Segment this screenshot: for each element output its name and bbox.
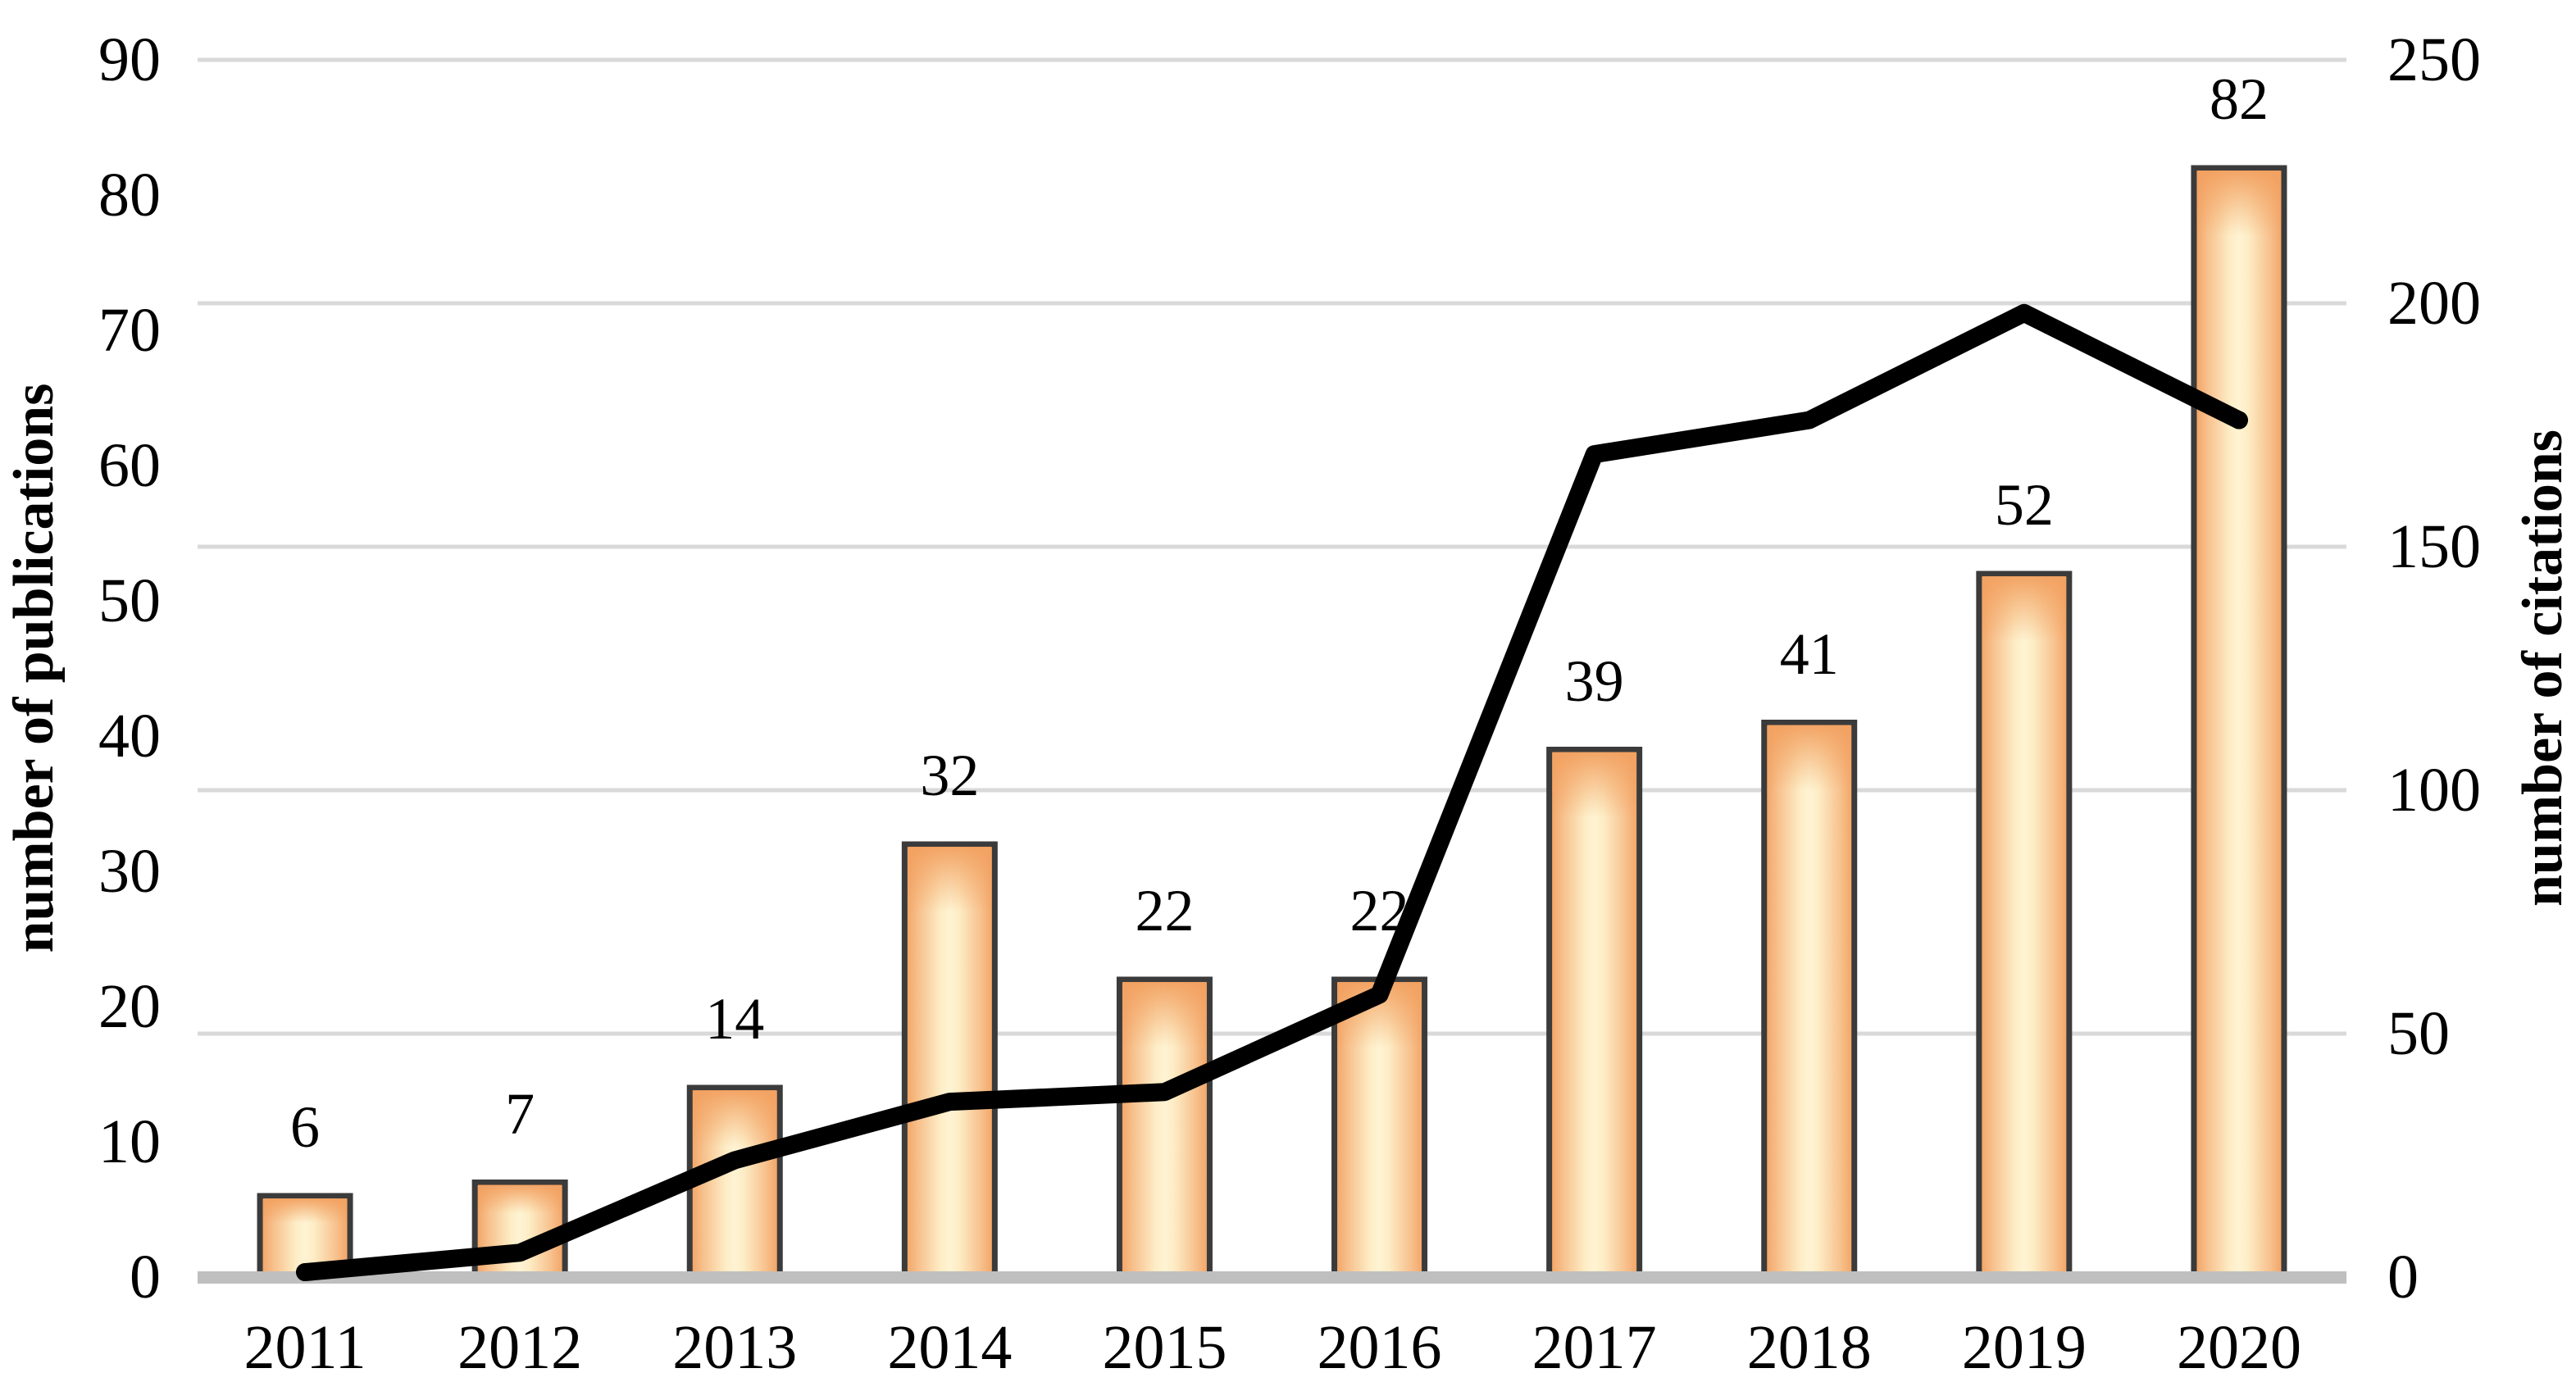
left-axis-tick-80: 80: [98, 161, 161, 230]
x-axis-label-2017: 2017: [1531, 1313, 1657, 1382]
left-axis-tick-10: 10: [98, 1107, 161, 1176]
x-axis-label-2020: 2020: [2176, 1313, 2301, 1382]
left-axis-tick-60: 60: [98, 431, 161, 500]
x-axis-label-2013: 2013: [672, 1313, 798, 1382]
x-axis-label-2016: 2016: [1317, 1313, 1442, 1382]
bar-value-label-2016: 22: [1349, 878, 1409, 943]
left-axis-tick-90: 90: [98, 25, 161, 94]
line-series-layer: [296, 303, 2248, 1282]
right-axis-tick-50: 50: [2387, 999, 2450, 1068]
bar-value-label-2012: 7: [505, 1080, 535, 1147]
left-axis-tick-30: 30: [98, 837, 161, 906]
bar-value-label-2018: 41: [1779, 620, 1839, 687]
x-axis-label-2018: 2018: [1746, 1313, 1872, 1382]
bar-top-shade-2015: [1122, 982, 1207, 1048]
right-axis-tick-250: 250: [2387, 25, 2481, 94]
citations-line-endpoint-2011: [296, 1263, 315, 1282]
bar-value-label-2015: 22: [1135, 878, 1195, 943]
bar-2017: [1546, 747, 1643, 1284]
bar-top-shade-2020: [2196, 170, 2281, 236]
right-axis-tick-150: 150: [2387, 512, 2481, 581]
bar-2019: [1976, 570, 2073, 1284]
bar-value-label-2017: 39: [1564, 648, 1624, 714]
right-axis-tick-200: 200: [2387, 269, 2481, 338]
bar-value-label-2019: 52: [1994, 472, 2054, 538]
bar-value-label-2020: 82: [2209, 66, 2269, 132]
bar-value-label-2014: 32: [920, 743, 980, 808]
left-axis-tick-70: 70: [98, 296, 161, 365]
bar-2018: [1761, 720, 1858, 1284]
bar-2014: [901, 841, 998, 1284]
bar-value-label-2013: 14: [705, 986, 765, 1052]
bar-top-shade-2013: [693, 1090, 777, 1148]
left-axis-tick-50: 50: [98, 566, 161, 635]
bar-top-shade-2012: [478, 1184, 562, 1214]
citations-line: [296, 303, 2248, 1282]
bar-top-shade-2017: [1552, 752, 1636, 818]
x-axis-label-2011: 2011: [243, 1313, 366, 1382]
bar-top-shade-2011: [263, 1198, 348, 1223]
x-axis-baseline: [198, 1271, 2346, 1284]
x-axis-label-2014: 2014: [887, 1313, 1013, 1382]
x-axis-label-2019: 2019: [1961, 1313, 2087, 1382]
left-axis-tick-40: 40: [98, 702, 161, 771]
bar-top-shade-2019: [1982, 576, 2066, 642]
right-axis-tick-100: 100: [2387, 756, 2481, 825]
bar-value-label-2011: 6: [290, 1094, 321, 1160]
bar-2020: [2191, 165, 2287, 1284]
right-axis-tick-0: 0: [2387, 1243, 2419, 1311]
citations-line-endpoint-2020: [2229, 411, 2248, 430]
left-axis-tick-0: 0: [130, 1243, 161, 1311]
bar-top-shade-2018: [1767, 725, 1851, 791]
bar-top-shade-2014: [908, 847, 992, 912]
x-axis-label-2015: 2015: [1102, 1313, 1227, 1382]
left-axis-tick-20: 20: [98, 972, 161, 1041]
x-axis-label-2012: 2012: [457, 1313, 583, 1382]
